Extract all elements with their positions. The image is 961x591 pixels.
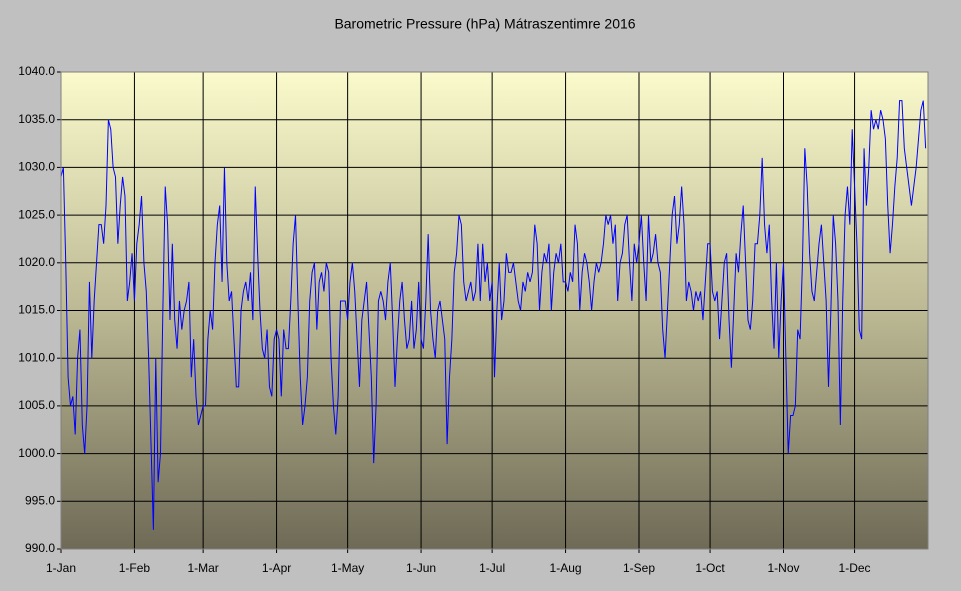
x-tick-label: 1-Oct <box>695 561 725 575</box>
y-tick-label: 1000.0 <box>18 446 55 460</box>
y-tick-label: 1035.0 <box>18 112 55 126</box>
x-tick-label: 1-Dec <box>839 561 871 575</box>
y-tick-label: 990.0 <box>25 541 55 555</box>
y-tick-label: 1040.0 <box>18 64 55 78</box>
x-tick-label: 1-Apr <box>262 561 291 575</box>
y-tick-label: 1025.0 <box>18 207 55 221</box>
y-tick-label: 995.0 <box>25 493 55 507</box>
plot-border <box>60 71 929 550</box>
chart-title: Barometric Pressure (hPa) Mátraszentimre… <box>334 16 635 32</box>
x-tick-label: 1-Nov <box>767 561 799 575</box>
y-tick-label: 1015.0 <box>18 303 55 317</box>
x-tick-label: 1-Sep <box>623 561 655 575</box>
y-tick-label: 1020.0 <box>18 255 55 269</box>
x-tick-label: 1-May <box>331 561 364 575</box>
y-tick-label: 1005.0 <box>18 398 55 412</box>
x-tick-label: 1-Mar <box>187 561 218 575</box>
x-tick-label: 1-Feb <box>119 561 151 575</box>
y-tick-label: 1030.0 <box>18 160 55 174</box>
x-tick-label: 1-Jan <box>46 561 76 575</box>
x-tick-label: 1-Jul <box>479 561 505 575</box>
x-tick-label: 1-Aug <box>550 561 582 575</box>
y-tick-label: 1010.0 <box>18 350 55 364</box>
x-tick-label: 1-Jun <box>406 561 436 575</box>
data-line <box>60 100 927 530</box>
